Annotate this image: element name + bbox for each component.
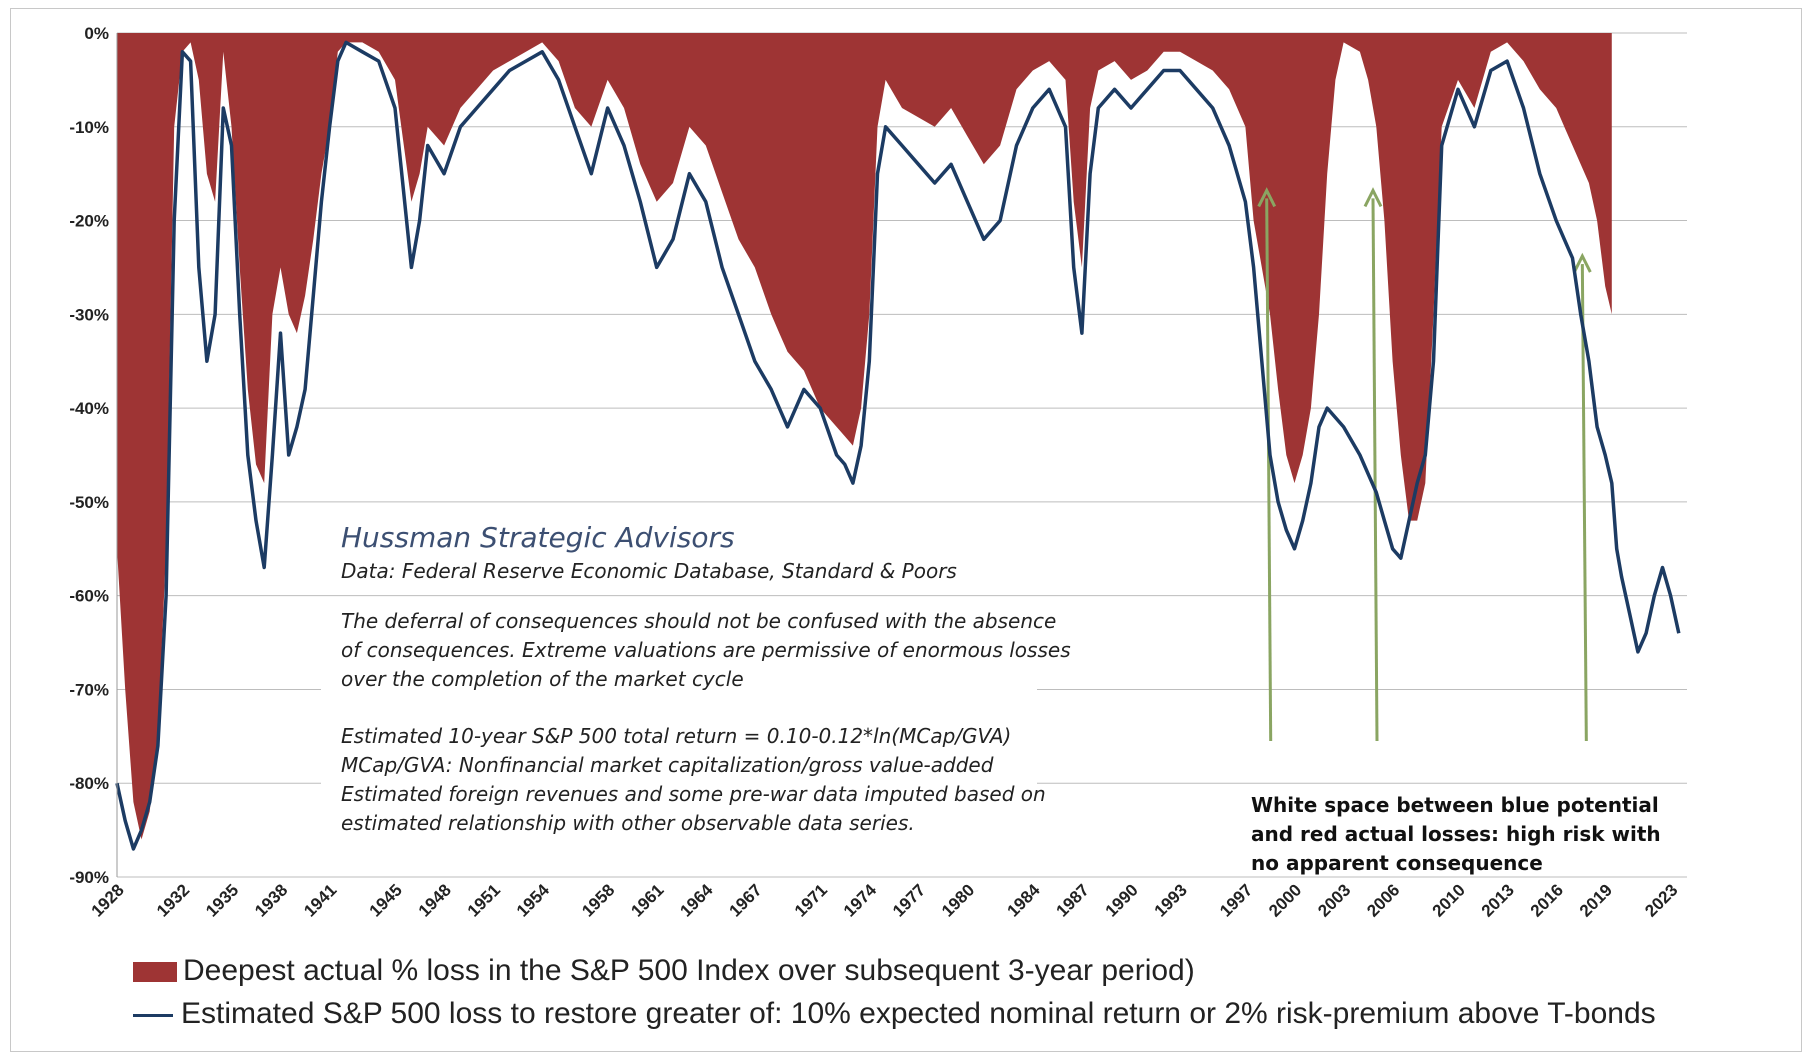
x-tick-label: 1984	[1003, 880, 1044, 921]
x-tick-label: 2003	[1314, 880, 1354, 920]
x-tick-label: 1961	[627, 880, 667, 920]
x-tick-label: 1997	[1216, 880, 1256, 920]
y-tick-label: -20%	[69, 212, 109, 231]
x-tick-label: 1977	[889, 880, 929, 920]
annotation-arrowhead	[1363, 187, 1383, 208]
callout-annotation: White space between blue potential and r…	[1251, 791, 1661, 878]
x-tick-label: 2000	[1265, 880, 1305, 920]
x-tick-label: 1964	[676, 880, 717, 921]
x-tick-label: 1932	[153, 880, 193, 920]
actual-loss-area-shape	[117, 33, 1612, 840]
actual-loss-area	[117, 33, 1612, 840]
data-source: Data: Federal Reserve Economic Database,…	[341, 559, 957, 583]
method-line: estimated relationship with other observ…	[341, 811, 915, 835]
method-line: Estimated 10-year S&P 500 total return =…	[341, 724, 1012, 748]
x-tick-label: 1974	[840, 880, 881, 921]
callout-line: and red actual losses: high risk with	[1251, 822, 1661, 846]
annotation-arrowhead	[1572, 252, 1592, 273]
x-tick-label: 1948	[415, 880, 455, 920]
x-tick-label: 2019	[1576, 880, 1616, 920]
legend-label-line: Estimated S&P 500 loss to restore greate…	[181, 997, 1656, 1030]
legend-swatch-area	[133, 962, 177, 983]
legend-label-area: Deepest actual % loss in the S&P 500 Ind…	[183, 954, 1195, 987]
y-axis: 0% -10% -20% -30% -40% -50% -60% -70% -80% -90%	[69, 24, 118, 887]
y-tick-label: -40%	[69, 399, 109, 418]
x-tick-label: 2010	[1429, 880, 1469, 920]
legend-swatch-line	[133, 1013, 173, 1017]
x-tick-label: 1945	[366, 880, 406, 920]
callout-line: no apparent consequence	[1251, 851, 1543, 875]
plot-mask-left	[11, 9, 12, 10]
x-tick-label: 1935	[202, 880, 242, 920]
annotation-arrow	[1265, 198, 1273, 742]
x-axis: 1928 1932 1935 1938 1941 1945 1948 1951 1954 1958…	[88, 880, 1682, 921]
legend-item-estimated-loss: Estimated S&P 500 loss to restore greate…	[133, 997, 1656, 1031]
x-tick-label: 2006	[1363, 880, 1403, 920]
quote-block: The deferral of consequences should not …	[341, 607, 1071, 694]
x-tick-label: 2016	[1527, 880, 1567, 920]
y-tick-label: -30%	[69, 305, 109, 324]
x-tick-label: 1971	[791, 880, 831, 920]
annotation-arrow	[1371, 198, 1379, 742]
estimated-loss-line	[115, 40, 1681, 851]
x-tick-label: 1951	[464, 880, 504, 920]
x-tick-label: 1987	[1053, 880, 1093, 920]
method-line: Estimated foreign revenues and some pre-…	[341, 782, 1046, 806]
quote-line: The deferral of consequences should not …	[341, 609, 1057, 633]
x-tick-label: 1990	[1102, 880, 1142, 920]
x-tick-label: 1938	[251, 880, 291, 920]
quote-line: over the completion of the market cycle	[341, 667, 744, 691]
x-tick-label: 1993	[1151, 880, 1191, 920]
x-tick-label: 1980	[938, 880, 978, 920]
chart-frame: 0% -10% -20% -30% -40% -50% -60% -70% -80% -90% 1…	[10, 8, 1802, 1052]
method-line: MCap/GVA: Nonfinancial market capitaliza…	[341, 753, 994, 777]
y-tick-label: -80%	[69, 774, 109, 793]
quote-line: of consequences. Extreme valuations are …	[341, 638, 1071, 662]
x-tick-label: 1941	[300, 880, 340, 920]
annotation-arrows	[1257, 187, 1592, 742]
annotation-arrow	[1580, 264, 1588, 742]
legend-item-actual-loss: Deepest actual % loss in the S&P 500 Ind…	[133, 954, 1195, 988]
estimated-loss-line-path	[115, 40, 1681, 851]
x-tick-label: 2013	[1478, 880, 1518, 920]
x-tick-label: 1967	[725, 880, 765, 920]
callout-line: White space between blue potential	[1251, 793, 1659, 817]
y-tick-label: -10%	[69, 118, 109, 137]
firm-name: Hussman Strategic Advisors	[341, 521, 735, 554]
y-tick-label: -70%	[69, 680, 109, 699]
annotation-arrowhead	[1257, 187, 1277, 208]
x-tick-label: 2023	[1641, 880, 1681, 920]
y-tick-label: -50%	[69, 493, 109, 512]
x-tick-label: 1954	[513, 880, 554, 921]
method-block: Estimated 10-year S&P 500 total return =…	[341, 722, 1046, 838]
y-tick-label: -90%	[69, 868, 109, 887]
chart-svg: 0% -10% -20% -30% -40% -50% -60% -70% -80% -90% 1…	[11, 9, 1687, 921]
x-tick-label: 1958	[578, 880, 618, 920]
y-tick-label: -60%	[69, 587, 109, 606]
y-tick-label: 0%	[84, 24, 109, 43]
annotation-text-mask	[321, 599, 1037, 849]
